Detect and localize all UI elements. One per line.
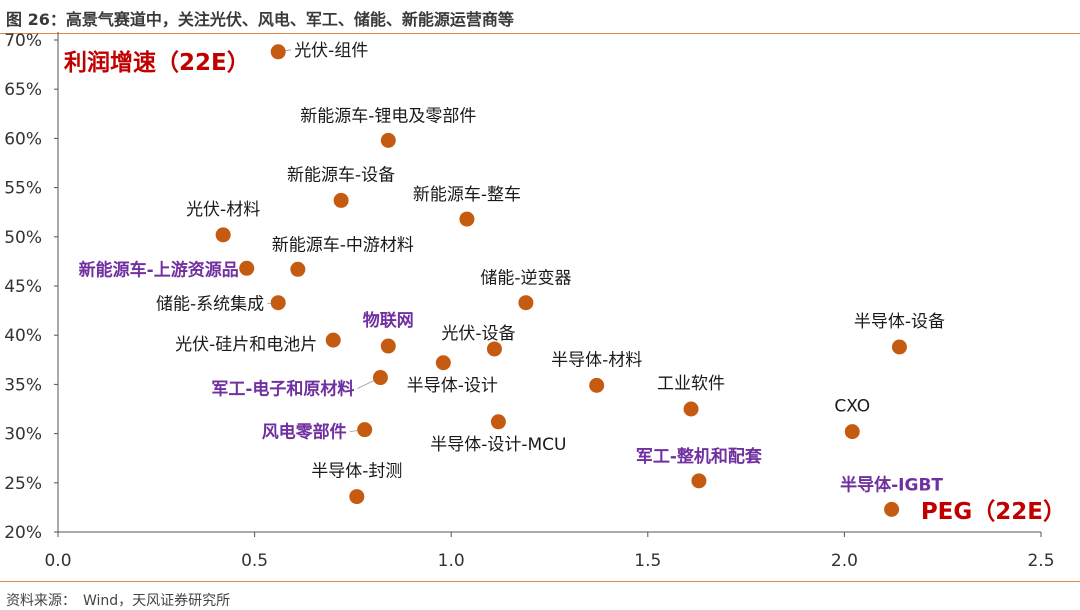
title-rule xyxy=(0,33,1080,34)
data-point xyxy=(357,422,373,438)
data-label: 半导体-设计-MCU xyxy=(430,435,566,455)
data-label: 半导体-材料 xyxy=(551,350,642,370)
y-tick-label: 60% xyxy=(4,129,42,149)
data-point xyxy=(380,338,396,354)
x-tick-label: 0.0 xyxy=(44,551,71,571)
data-point xyxy=(844,424,860,440)
data-point xyxy=(380,132,396,148)
y-tick-label: 50% xyxy=(4,228,42,248)
data-label-highlighted: 军工-整机和配套 xyxy=(636,446,763,467)
y-tick-label: 55% xyxy=(4,179,42,199)
y-tick-label: 20% xyxy=(4,523,42,543)
data-point xyxy=(270,295,286,311)
x-tick-label: 2.5 xyxy=(1027,551,1054,571)
x-tick-label: 2.0 xyxy=(831,551,858,571)
data-label: 半导体-设备 xyxy=(854,312,945,332)
data-label: 半导体-封测 xyxy=(311,462,402,482)
data-label-highlighted: 物联网 xyxy=(363,310,414,331)
data-point xyxy=(518,295,534,311)
y-tick-label: 30% xyxy=(4,425,42,445)
data-point xyxy=(691,473,707,489)
data-label: 新能源车-设备 xyxy=(287,165,395,185)
y-axis-title: 利润增速（22E） xyxy=(64,49,250,76)
data-point xyxy=(490,414,506,430)
data-label-highlighted: 风电零部件 xyxy=(262,422,347,443)
data-point xyxy=(683,401,699,417)
x-axis-title: PEG（22E） xyxy=(921,498,1066,525)
data-point xyxy=(333,192,349,208)
data-label: 储能-逆变器 xyxy=(480,269,571,289)
data-label: 新能源车-中游材料 xyxy=(272,235,414,255)
data-point xyxy=(486,341,502,357)
y-tick-label: 35% xyxy=(4,375,42,395)
data-point xyxy=(215,227,231,243)
x-tick-label: 0.5 xyxy=(241,551,268,571)
data-point xyxy=(239,260,255,276)
figure-title: 图 26：高景气赛道中，关注光伏、风电、军工、储能、新能源运营商等 xyxy=(6,10,514,29)
data-point xyxy=(435,355,451,371)
y-tick-label: 25% xyxy=(4,474,42,494)
data-label: 新能源车-锂电及零部件 xyxy=(300,106,476,126)
data-label: 光伏-材料 xyxy=(186,200,260,220)
data-point xyxy=(349,489,365,505)
y-tick-label: 45% xyxy=(4,277,42,297)
y-tick-label: 65% xyxy=(4,80,42,100)
data-point xyxy=(459,211,475,227)
source-rule xyxy=(0,581,1080,582)
data-point xyxy=(589,377,605,393)
x-tick-label: 1.5 xyxy=(634,551,661,571)
data-point xyxy=(290,261,306,277)
data-label: 光伏-硅片和电池片 xyxy=(175,335,317,355)
data-label: 半导体-设计 xyxy=(407,376,498,396)
data-point xyxy=(372,370,388,386)
y-tick-label: 40% xyxy=(4,326,42,346)
data-label-highlighted: 半导体-IGBT xyxy=(840,474,943,495)
source-note: 资料来源： Wind，天风证券研究所 xyxy=(6,593,231,609)
data-label-highlighted: 军工-电子和原材料 xyxy=(211,379,354,400)
x-tick-label: 1.0 xyxy=(438,551,465,571)
y-tick-label: 70% xyxy=(4,31,42,51)
data-point xyxy=(891,339,907,355)
data-label: 新能源车-整车 xyxy=(413,185,521,205)
data-label: 光伏-设备 xyxy=(441,324,515,344)
data-label: 工业软件 xyxy=(657,374,725,394)
data-label: 储能-系统集成 xyxy=(156,295,264,315)
data-point xyxy=(270,44,286,60)
data-label-highlighted: 新能源车-上游资源品 xyxy=(79,259,239,280)
data-point xyxy=(325,332,341,348)
data-point xyxy=(884,501,900,517)
data-label: CXO xyxy=(834,397,870,417)
data-label: 光伏-组件 xyxy=(294,41,368,61)
